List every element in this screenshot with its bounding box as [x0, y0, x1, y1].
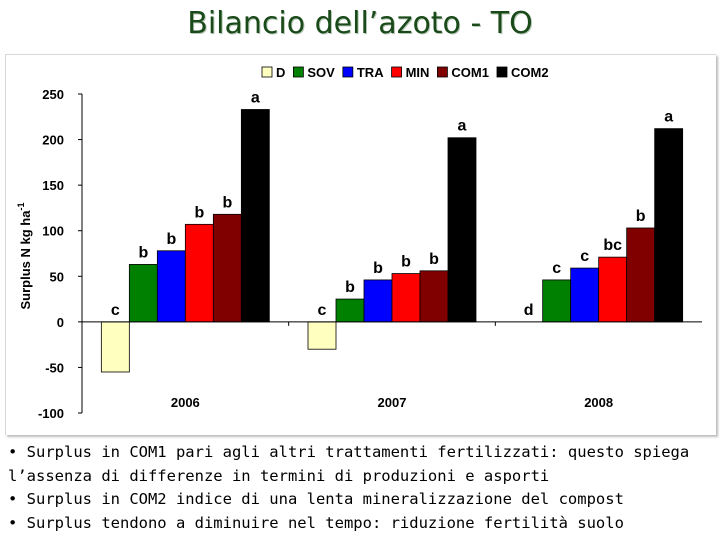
legend-swatch-sov — [292, 66, 304, 78]
bar-sov-2008 — [542, 279, 572, 323]
significance-label: a — [458, 118, 467, 135]
significance-label: b — [373, 260, 383, 277]
note-line: • Surplus in COM2 indice di una lenta mi… — [8, 490, 624, 508]
slide-title: Bilancio dell’azoto - TO — [187, 6, 533, 41]
bar-min-2006 — [184, 223, 214, 323]
x-tick-label: 2007 — [378, 395, 407, 410]
bar-tra-2006 — [156, 250, 186, 323]
chart-legend: D SOV TRA MIN COM1 COM2 — [261, 65, 549, 80]
significance-label: b — [222, 194, 232, 211]
significance-label: c — [552, 260, 561, 277]
x-tick-label: 2006 — [171, 395, 200, 410]
legend-swatch-min — [391, 66, 402, 78]
bar-tra-2008 — [570, 267, 600, 323]
y-axis: 250 200 150 100 50 0 -50 -100 — [38, 87, 83, 421]
significance-label: a — [251, 89, 260, 106]
y-tick-label: 200 — [42, 133, 64, 148]
bar-com2-2007 — [447, 137, 477, 323]
legend-swatch-d — [261, 66, 273, 78]
bar-com2-2008 — [654, 128, 684, 323]
y-tick-label: -100 — [38, 406, 64, 421]
y-axis-label-main: Surplus N kg ha — [18, 210, 33, 310]
x-tick-label: 2008 — [584, 395, 613, 410]
y-axis-label-sup: -1 — [16, 203, 26, 211]
bar-min-2007 — [391, 273, 421, 323]
note-line: l’assenza di differenze in termini di pr… — [8, 466, 550, 485]
y-tick-label: 50 — [50, 269, 64, 284]
bar-min-2008 — [598, 256, 628, 323]
x-axis: 2006 2007 2008 — [82, 321, 702, 410]
significance-label: c — [580, 248, 589, 265]
y-tick-label: 0 — [57, 315, 64, 330]
y-tick-label: 100 — [42, 224, 64, 239]
significance-label: bc — [603, 237, 622, 254]
note-line: • Surplus in COM1 pari agli altri tratta… — [8, 443, 690, 461]
notes: • Surplus in COM1 pari agli altri tratta… — [8, 441, 718, 535]
legend-swatch-tra — [342, 66, 354, 78]
bar-sov-2006 — [128, 264, 158, 323]
bar-com1-2006 — [212, 213, 242, 323]
significance-label: d — [524, 302, 534, 319]
legend-swatch-com2 — [496, 66, 508, 78]
bar-chart: D SOV TRA MIN COM1 COM2 250 200 150 100 50 0 -50 -10… — [16, 65, 702, 421]
y-tick-label: 150 — [42, 178, 64, 193]
bar-sov-2007 — [335, 298, 365, 323]
legend-label-sov: SOV — [307, 65, 335, 80]
bar-d-2007 — [307, 321, 337, 350]
bar-tra-2007 — [363, 279, 393, 323]
significance-label: b — [401, 254, 411, 271]
significance-label: c — [318, 302, 327, 319]
significance-label: b — [636, 208, 646, 225]
bar-d-2006 — [100, 321, 130, 373]
legend-label-com2: COM2 — [511, 65, 549, 80]
legend-label-com1: COM1 — [451, 65, 489, 80]
y-tick-label: -50 — [45, 360, 64, 375]
significance-label: b — [166, 231, 176, 248]
significance-label: b — [138, 244, 148, 261]
significance-label: c — [111, 302, 120, 319]
significance-label: b — [345, 279, 355, 296]
significance-label: a — [664, 109, 673, 126]
legend-label-d: D — [276, 65, 285, 80]
bar-com1-2007 — [419, 270, 449, 323]
legend-label-tra: TRA — [357, 65, 384, 80]
legend-label-min: MIN — [406, 65, 430, 80]
significance-label: b — [194, 204, 204, 221]
y-tick-label: 250 — [42, 87, 64, 102]
bar-com1-2008 — [626, 227, 656, 323]
legend-swatch-com1 — [437, 66, 448, 78]
note-line: • Surplus tendono a diminuire nel tempo:… — [8, 513, 624, 532]
bar-com2-2006 — [240, 109, 270, 323]
significance-label: b — [429, 251, 439, 268]
y-axis-label: Surplus N kg ha-1 — [16, 203, 33, 310]
